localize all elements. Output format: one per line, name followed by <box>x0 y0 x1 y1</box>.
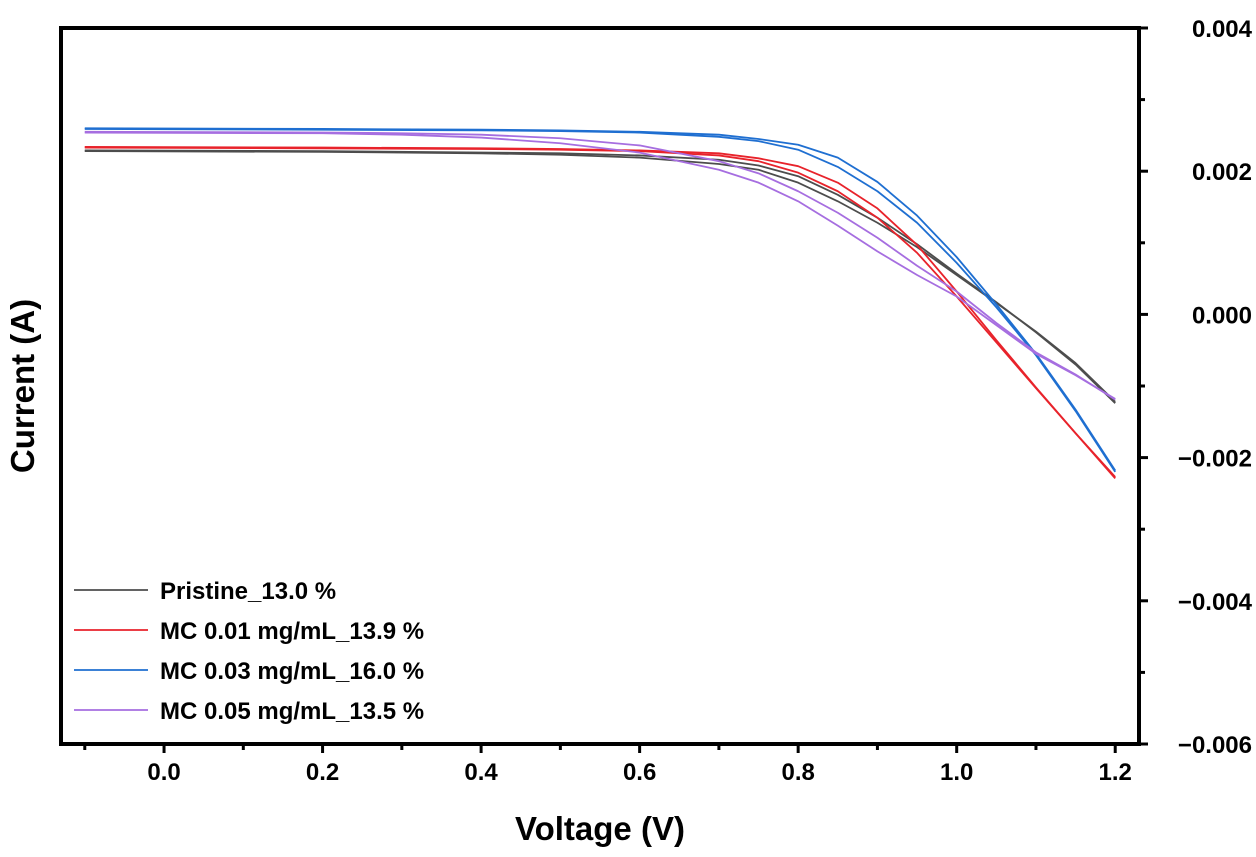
series-layer <box>84 127 1116 479</box>
x-tick-label: 0.4 <box>464 759 498 786</box>
legend-item: MC 0.05 mg/mL_13.5 % <box>74 698 424 725</box>
series-3-curve-0 <box>84 131 1116 400</box>
legend-label: MC 0.03 mg/mL_16.0 % <box>160 658 424 685</box>
x-tick-label: 0.6 <box>623 759 656 786</box>
legend-item: Pristine_13.0 % <box>74 578 336 605</box>
x-tick-label: 0.2 <box>306 759 339 786</box>
series-0-curve-1 <box>84 149 1116 404</box>
x-tick-label: 0.8 <box>781 759 814 786</box>
x-axis-title: Voltage (V) <box>515 810 685 847</box>
y-axis-title: Current (A) <box>4 299 41 473</box>
x-tick-label: 0.0 <box>147 759 180 786</box>
legend-item: MC 0.01 mg/mL_13.9 % <box>74 618 424 645</box>
series-1-curve-1 <box>84 145 1116 479</box>
legend-label: MC 0.05 mg/mL_13.5 % <box>160 698 424 725</box>
tick-layer <box>83 26 1148 753</box>
legend: Pristine_13.0 % MC 0.01 mg/mL_13.9 % MC 0.… <box>74 578 424 725</box>
series-1-curve-0 <box>84 146 1116 478</box>
series-2-curve-1 <box>84 127 1116 471</box>
y-tick-label: −0.002 <box>1178 446 1252 473</box>
legend-label: Pristine_13.0 % <box>160 578 336 605</box>
x-tick-label: 1.0 <box>940 759 973 786</box>
legend-label: MC 0.01 mg/mL_13.9 % <box>160 618 424 645</box>
y-tick-label: 0.004 <box>1192 16 1253 43</box>
x-tick-label: 1.2 <box>1099 759 1132 786</box>
y-tick-label: −0.004 <box>1178 589 1253 616</box>
y-tick-label: 0.000 <box>1192 302 1252 329</box>
y-tick-label: −0.006 <box>1178 732 1252 759</box>
y-tick-label: 0.002 <box>1192 159 1252 186</box>
series-3-curve-1 <box>84 130 1116 401</box>
legend-item: MC 0.03 mg/mL_16.0 % <box>74 658 424 685</box>
x-tick-labels: 0.0 0.2 0.4 0.6 0.8 1.0 1.2 <box>147 759 1132 786</box>
y-tick-labels: 0.004 0.002 0.000 −0.002 −0.004 −0.006 <box>1178 16 1253 759</box>
